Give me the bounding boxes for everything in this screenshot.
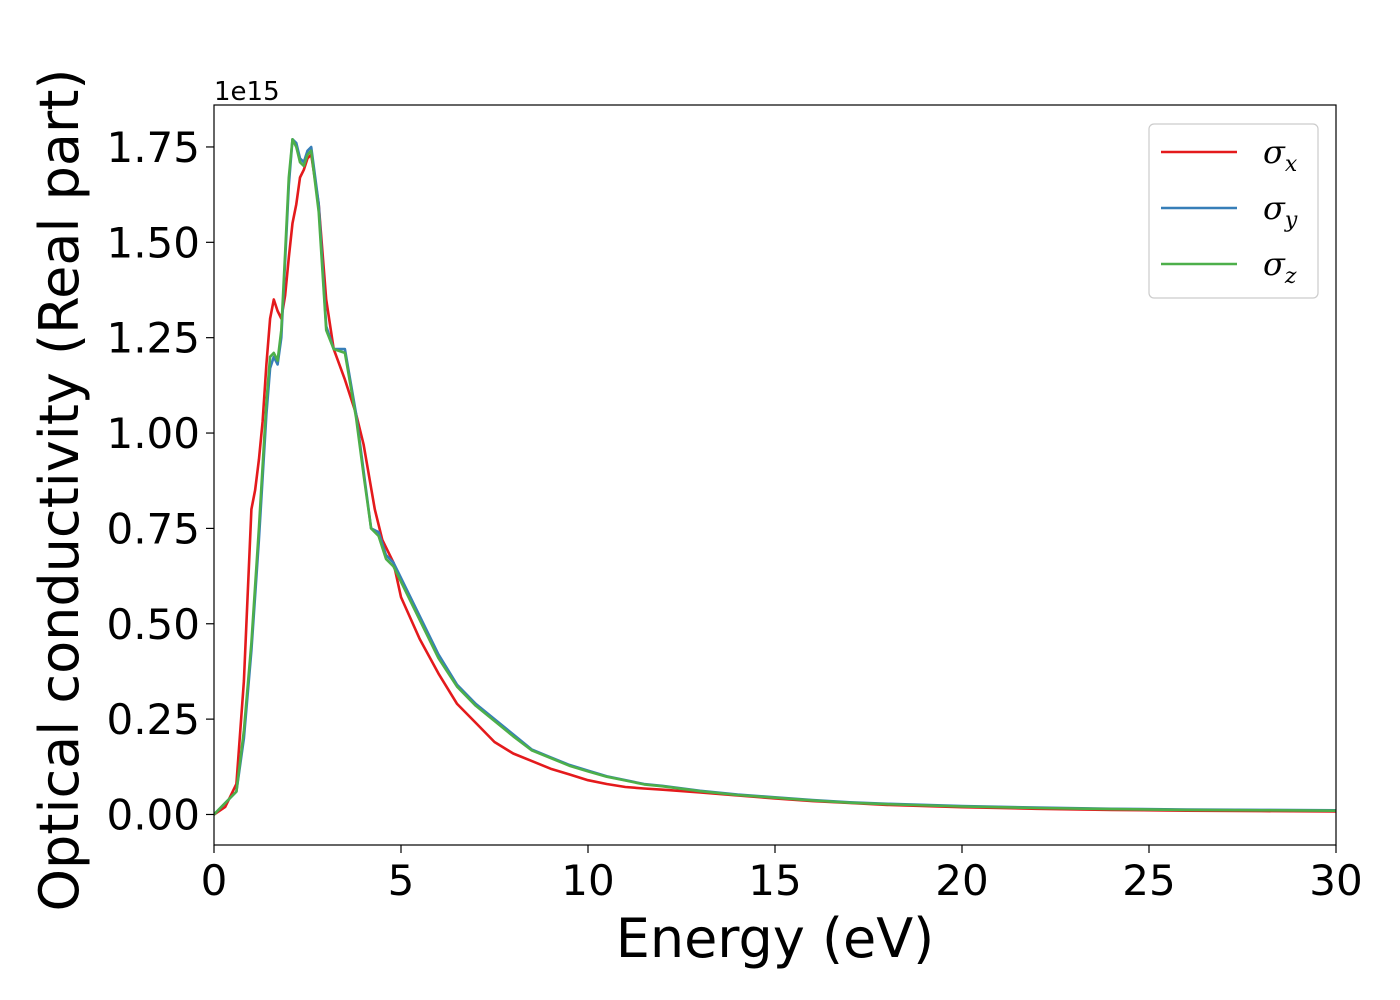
y-axis: 0.00 0.25 0.50 0.75 1.00 1.25 1.50 1.75	[106, 123, 214, 839]
x-tick-label: 20	[935, 856, 988, 905]
y-tick-label: 1.00	[106, 409, 200, 458]
plot-lines	[214, 138, 1336, 816]
x-tick-label: 0	[201, 856, 228, 905]
series-line-z	[214, 138, 1336, 816]
x-tick-label: 5	[388, 856, 415, 905]
x-tick-label: 10	[561, 856, 614, 905]
y-tick-label: 1.50	[106, 218, 200, 267]
y-tick-label: 0.00	[106, 790, 200, 839]
legend-item-x: σx	[1161, 133, 1298, 177]
y-tick-label: 0.50	[106, 600, 200, 649]
y-axis-offset-label: 1e15	[214, 77, 280, 107]
x-tick-label: 15	[748, 856, 801, 905]
y-tick-label: 1.75	[106, 123, 200, 172]
y-tick-label: 0.25	[106, 695, 200, 744]
y-axis-label: Optical conductivity (Real part)	[28, 69, 91, 912]
legend-subscript: y	[1284, 208, 1298, 233]
y-tick-label: 0.75	[106, 504, 200, 553]
x-tick-label: 25	[1122, 856, 1175, 905]
legend-box	[1148, 123, 1319, 299]
x-axis: 0 5 10 15 20 25 30	[201, 845, 1363, 905]
y-tick-label: 1.25	[106, 314, 200, 363]
legend-subscript: z	[1284, 264, 1297, 289]
x-tick-label: 30	[1309, 856, 1362, 905]
x-axis-label: Energy (eV)	[616, 907, 935, 970]
legend-subscript: x	[1285, 152, 1298, 177]
